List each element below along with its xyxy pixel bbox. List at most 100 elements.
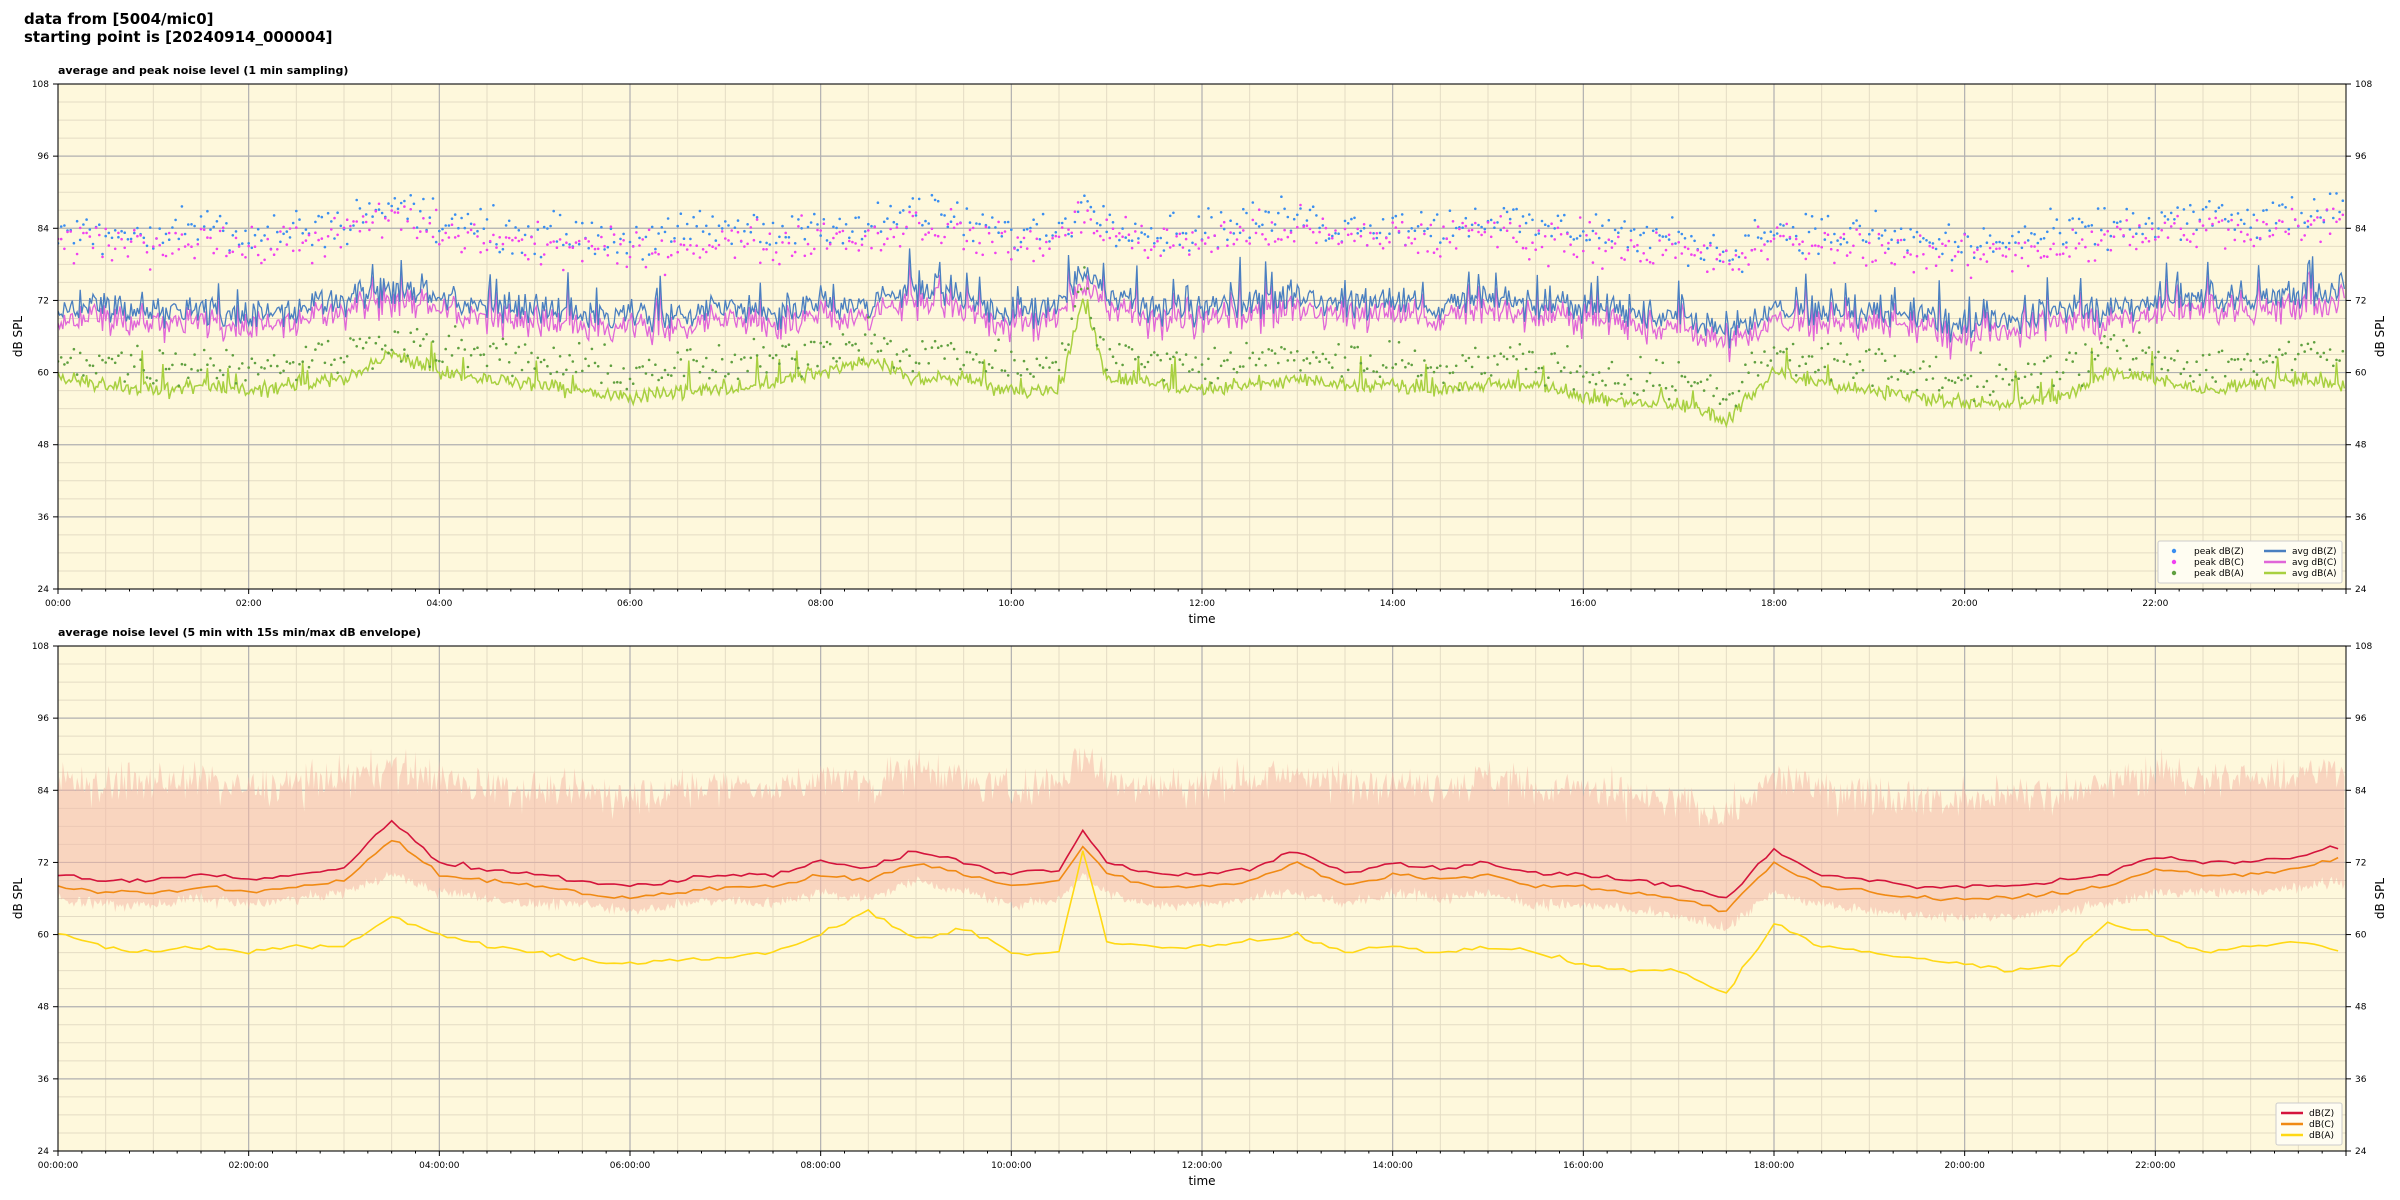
peak-dbc-point xyxy=(825,247,829,250)
peak-dba-point xyxy=(1003,369,1007,373)
peak-dbz-point xyxy=(126,238,130,241)
peak-dbc-point xyxy=(593,247,597,251)
peak-dbz-point xyxy=(2084,225,2087,228)
peak-dbz-point xyxy=(368,202,371,205)
peak-dbc-point xyxy=(828,242,832,246)
peak-dbc-point xyxy=(1114,235,1118,238)
peak-dbz-point xyxy=(1178,243,1182,247)
peak-dbz-point xyxy=(221,229,225,233)
peak-dbc-point xyxy=(2036,249,2040,253)
peak-dba-point xyxy=(2141,349,2144,352)
peak-dba-point xyxy=(873,333,876,337)
peak-dbc-point xyxy=(1095,229,1099,233)
peak-dba-point xyxy=(1105,368,1108,372)
peak-dba-point xyxy=(1677,361,1680,364)
peak-dbc-point xyxy=(2316,216,2319,219)
peak-dba-point xyxy=(803,343,807,347)
peak-dba-point xyxy=(1508,346,1512,349)
peak-dbc-point xyxy=(358,229,362,233)
x-tick-label: 02:00:00 xyxy=(228,1161,269,1171)
peak-dbz-point xyxy=(2046,230,2049,234)
peak-dba-point xyxy=(1280,346,1283,349)
peak-dba-point xyxy=(1149,353,1153,357)
peak-dba-point xyxy=(771,356,775,360)
peak-dba-point xyxy=(1515,357,1518,361)
peak-dbc-point xyxy=(2189,240,2192,243)
peak-dba-point xyxy=(1229,351,1232,354)
peak-dba-point xyxy=(1016,372,1019,375)
peak-dbc-point xyxy=(1156,239,1159,243)
peak-dbc-point xyxy=(1559,233,1563,236)
peak-dba-point xyxy=(1153,351,1156,354)
peak-dbz-point xyxy=(746,223,749,226)
peak-dbc-point xyxy=(609,225,613,228)
peak-dbz-point xyxy=(485,218,489,221)
peak-dba-point xyxy=(419,344,422,348)
peak-dbc-point xyxy=(457,234,460,238)
peak-dbz-point xyxy=(1108,213,1112,217)
peak-dbz-point xyxy=(358,207,362,210)
peak-dbc-point xyxy=(307,233,311,237)
peak-dbc-point xyxy=(1766,258,1769,261)
peak-dbz-point xyxy=(1184,232,1188,235)
peak-dba-point xyxy=(1807,355,1811,358)
peak-dbz-point xyxy=(2201,208,2205,211)
peak-dbc-point xyxy=(1439,255,1442,258)
peak-dba-point xyxy=(797,366,800,370)
peak-dba-point xyxy=(768,354,772,357)
peak-dbz-point xyxy=(85,218,88,221)
peak-dbc-point xyxy=(2239,230,2243,234)
peak-dbz-point xyxy=(1543,223,1547,226)
peak-dba-point xyxy=(425,333,428,336)
peak-dba-point xyxy=(1597,371,1601,374)
peak-dbc-point xyxy=(1289,231,1293,234)
peak-dbz-point xyxy=(568,243,571,246)
peak-dba-point xyxy=(971,358,975,361)
peak-dba-point xyxy=(1216,376,1220,380)
peak-dbz-point xyxy=(1782,224,1785,227)
peak-dba-point xyxy=(1569,371,1572,375)
peak-dba-point xyxy=(1779,350,1782,353)
peak-dbc-point xyxy=(739,239,743,243)
x-tick-label: 06:00 xyxy=(617,599,643,609)
peak-dbc-point xyxy=(1400,220,1404,224)
peak-dba-point xyxy=(1099,335,1102,339)
peak-dba-point xyxy=(1324,357,1328,361)
peak-dbc-point xyxy=(1432,251,1436,254)
peak-dba-point xyxy=(1159,358,1162,362)
series-dbz-line xyxy=(58,819,2339,899)
peak-dbz-point xyxy=(1016,248,1019,252)
peak-dbz-point xyxy=(1712,233,1715,237)
peak-dbc-point xyxy=(260,261,263,265)
peak-dbc-point xyxy=(1747,263,1750,266)
peak-dbz-point xyxy=(1222,227,1226,231)
peak-dba-point xyxy=(1883,359,1887,363)
x-tick-label: 12:00 xyxy=(1189,599,1215,609)
peak-dba-point xyxy=(1203,377,1207,381)
peak-dbz-point xyxy=(1706,246,1709,250)
peak-dba-point xyxy=(164,367,168,371)
peak-dba-point xyxy=(1083,266,1086,269)
peak-dbc-point xyxy=(345,218,349,221)
peak-dba-point xyxy=(1550,352,1553,356)
peak-dbc-point xyxy=(1617,235,1620,239)
peak-dba-point xyxy=(2131,357,2135,361)
peak-dba-point xyxy=(1423,359,1426,362)
peak-dbc-point xyxy=(1130,246,1134,250)
peak-dba-point xyxy=(1140,362,1143,366)
peak-dba-point xyxy=(1810,355,1814,358)
peak-dba-point xyxy=(968,351,972,354)
x-tick-label: 08:00 xyxy=(808,599,834,609)
peak-dbz-point xyxy=(816,223,819,226)
peak-dba-point xyxy=(987,363,991,366)
peak-dba-point xyxy=(269,364,273,368)
peak-dbz-point xyxy=(1985,241,1989,244)
peak-dbc-point xyxy=(2077,242,2081,245)
peak-dbc-point xyxy=(1696,249,1699,252)
peak-dba-point xyxy=(1194,356,1197,359)
series-dba-line xyxy=(58,850,2339,994)
peak-dba-point xyxy=(1289,351,1293,354)
peak-dba-point xyxy=(1210,381,1213,385)
peak-dbc-point xyxy=(2287,232,2291,236)
peak-dbz-point xyxy=(1941,252,1944,256)
